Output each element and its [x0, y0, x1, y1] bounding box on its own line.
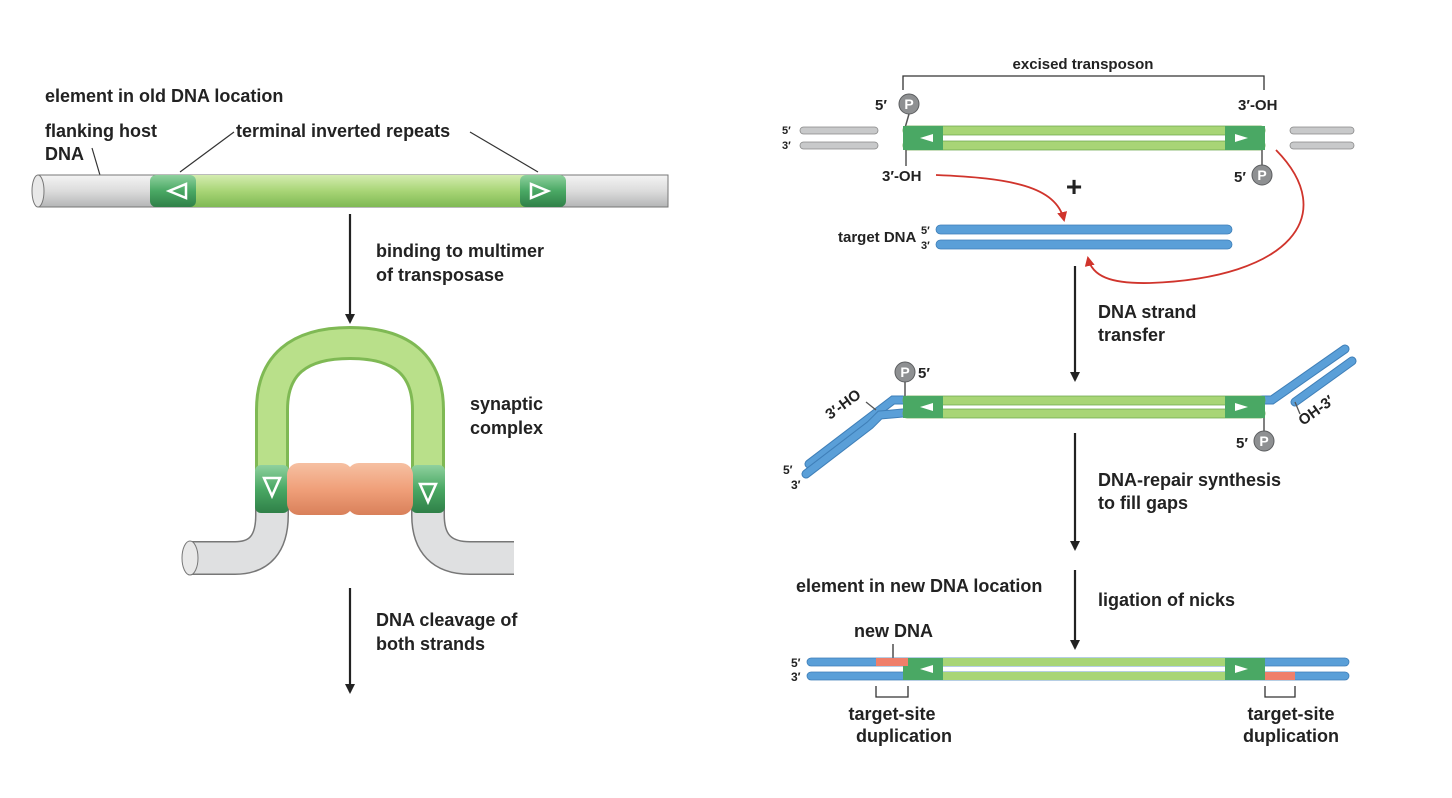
- target-three-prime: 3′: [921, 240, 930, 252]
- plus-sign: +: [1066, 171, 1082, 202]
- transposase-subunit-1: [287, 463, 353, 515]
- repeat-arrow-right-icon: [529, 182, 552, 200]
- new-location-label: element in new DNA location: [796, 576, 1042, 596]
- step3-label-line1: DNA strand: [1098, 302, 1196, 322]
- final-element: [806, 657, 1350, 681]
- old-dna-rod: [31, 174, 669, 208]
- three-oh-left-label: 3′-OH: [882, 168, 921, 185]
- phosphate-icon: [1251, 164, 1273, 186]
- synaptic-repeat-left-icon: [262, 476, 282, 500]
- three-prime-small: 3′: [782, 140, 791, 152]
- target-five-prime: 5′: [921, 225, 930, 237]
- inverted-repeat-left: [150, 175, 196, 207]
- synaptic-repeat-right-icon: [418, 482, 438, 506]
- five-prime-small-5: 5′: [791, 656, 801, 670]
- tsd-bracket-left: [875, 686, 909, 698]
- tsd-right-line2: duplication: [1243, 726, 1339, 746]
- synaptic-label-line2: complex: [470, 418, 543, 438]
- step3-label-line2: transfer: [1098, 325, 1165, 345]
- old-location-title: element in old DNA location: [45, 86, 283, 106]
- five-prime-label: 5′: [875, 97, 887, 114]
- three-prime-small-3: 3′: [791, 478, 801, 492]
- attack-arrow-right: [1084, 149, 1305, 284]
- step5-label: ligation of nicks: [1098, 590, 1235, 610]
- phosphate-icon: [1253, 430, 1275, 452]
- svg-text:P: P: [1257, 167, 1266, 183]
- step4-label-line1: DNA-repair synthesis: [1098, 470, 1281, 490]
- svg-text:P: P: [1259, 433, 1268, 449]
- three-oh-label: 3′-OH: [1238, 97, 1277, 114]
- tsd-right-line1: target-site: [1247, 704, 1334, 724]
- phosphate-icon: [898, 93, 920, 115]
- excised-transposon: [902, 125, 1266, 151]
- step1-label-line2: of transposase: [376, 265, 504, 285]
- five-prime-small: 5′: [782, 125, 791, 137]
- strand-transfer-intermediate: [801, 344, 1357, 479]
- target-dna-label: target DNA: [838, 229, 917, 246]
- tsd-left-line1: target-site: [848, 704, 935, 724]
- five-prime-small-3: 5′: [783, 463, 793, 477]
- attack-arrow-left: [935, 174, 1068, 222]
- svg-text:P: P: [900, 364, 909, 380]
- step2-label-line1: DNA cleavage of: [376, 610, 518, 630]
- phosphate-icon: [894, 361, 916, 383]
- excised-label: excised transposon: [1013, 56, 1154, 73]
- synaptic-complex: [181, 325, 514, 576]
- tsd-bracket-right: [1264, 686, 1296, 698]
- step4-label-line2: to fill gaps: [1098, 493, 1188, 513]
- three-prime-small-5: 3′: [791, 670, 801, 684]
- five-prime-label-3: 5′: [918, 365, 930, 382]
- five-prime-label-4: 5′: [1236, 435, 1248, 452]
- step2-label-line2: both strands: [376, 634, 485, 654]
- transposase-subunit-2: [347, 463, 413, 515]
- tsd-left-line2: duplication: [856, 726, 952, 746]
- new-dna-segment-left: [876, 658, 908, 666]
- new-dna-label: new DNA: [854, 621, 933, 641]
- flanking-label-line2: DNA: [45, 144, 84, 164]
- synaptic-label-line1: synaptic: [470, 394, 543, 414]
- target-dna: [935, 224, 1233, 250]
- step1-label-line1: binding to multimer: [376, 241, 544, 261]
- svg-text:P: P: [904, 96, 913, 112]
- repeats-label: terminal inverted repeats: [236, 121, 450, 141]
- three-ho-label: 3′-HO: [822, 386, 864, 423]
- repeat-arrow-left-icon: [165, 182, 188, 200]
- inverted-repeat-right: [520, 175, 566, 207]
- excised-bracket: [902, 75, 1265, 90]
- flanking-label-line1: flanking host: [45, 121, 157, 141]
- excised-flanks: [799, 126, 1355, 150]
- five-prime-right-label: 5′: [1234, 169, 1246, 186]
- new-dna-segment-right: [1265, 672, 1295, 680]
